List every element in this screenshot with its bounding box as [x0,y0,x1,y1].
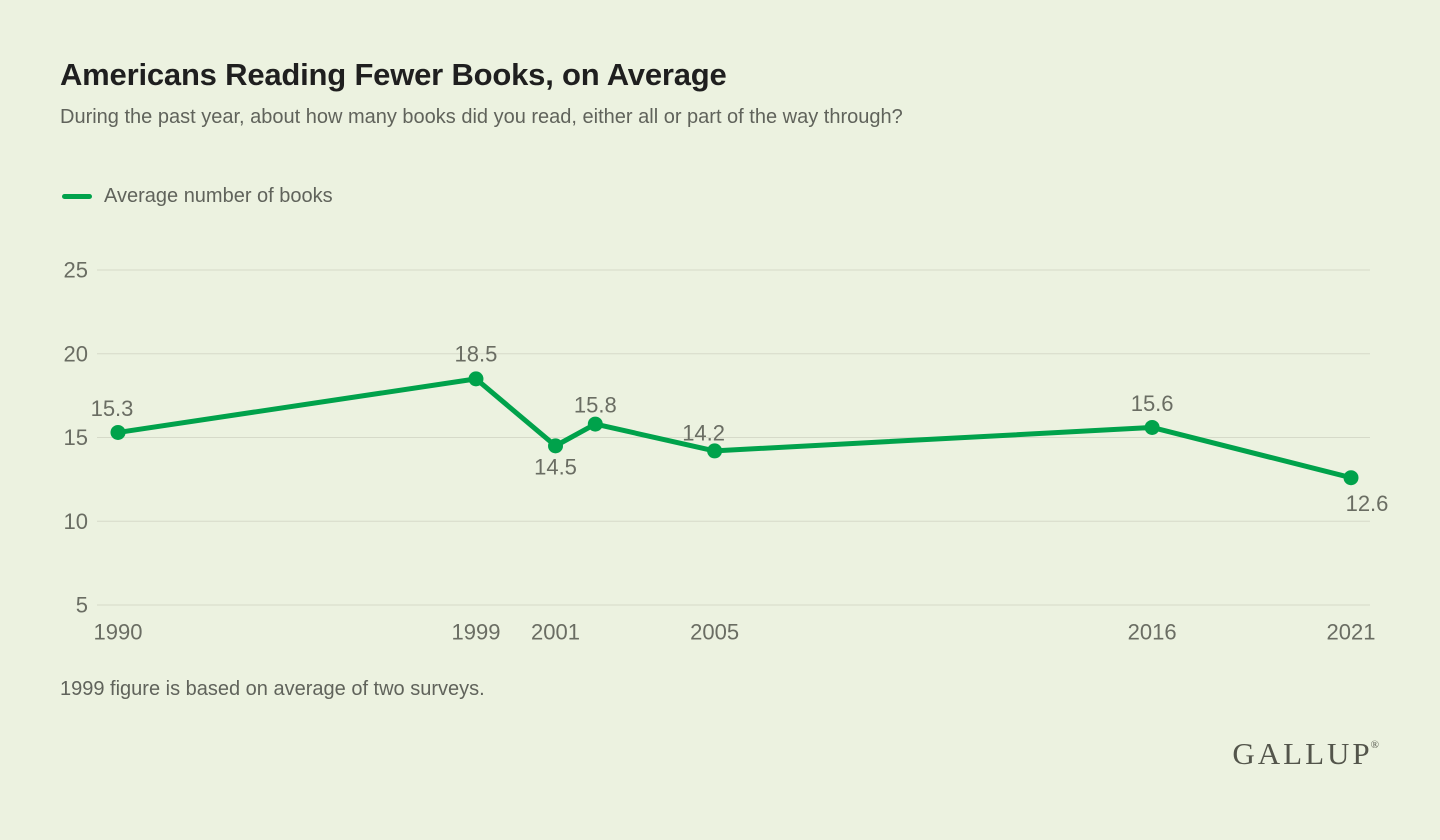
data-point [110,424,126,440]
y-tick-label: 10 [64,509,88,534]
data-point [1343,470,1359,486]
data-point [468,371,484,387]
chart-legend: Average number of books [62,185,333,208]
page-title: Americans Reading Fewer Books, on Averag… [60,57,727,92]
data-point [707,443,723,459]
data-point-label: 14.5 [534,454,577,479]
y-tick-label: 15 [64,425,88,450]
chart-footnote: 1999 figure is based on average of two s… [60,678,485,700]
y-tick-label: 5 [76,593,88,618]
y-tick-label: 25 [64,258,88,283]
x-tick-label: 2021 [1327,620,1376,645]
data-point [548,438,564,454]
x-tick-label: 2016 [1128,620,1177,645]
data-point [1144,419,1160,435]
x-tick-label: 2001 [531,620,580,645]
gallup-logo-text: GALLUP [1232,736,1373,771]
data-point-label: 15.8 [574,393,617,418]
x-tick-label: 2005 [690,620,739,645]
registered-trademark-icon: ® [1370,739,1379,751]
data-point-label: 15.3 [91,396,134,421]
y-tick-label: 20 [64,341,88,366]
data-point-label: 18.5 [455,341,498,366]
x-tick-label: 1999 [451,620,500,645]
data-point-label: 12.6 [1346,491,1389,516]
gallup-logo: GALLUP® [1232,736,1379,772]
survey-question-subtitle: During the past year, about how many boo… [60,106,903,128]
data-point-label: 14.2 [682,420,725,445]
x-tick-label: 1990 [94,620,143,645]
legend-line-swatch-icon [62,194,92,199]
data-point-label: 15.6 [1131,391,1174,416]
legend-label: Average number of books [104,185,333,207]
data-point [587,416,603,432]
